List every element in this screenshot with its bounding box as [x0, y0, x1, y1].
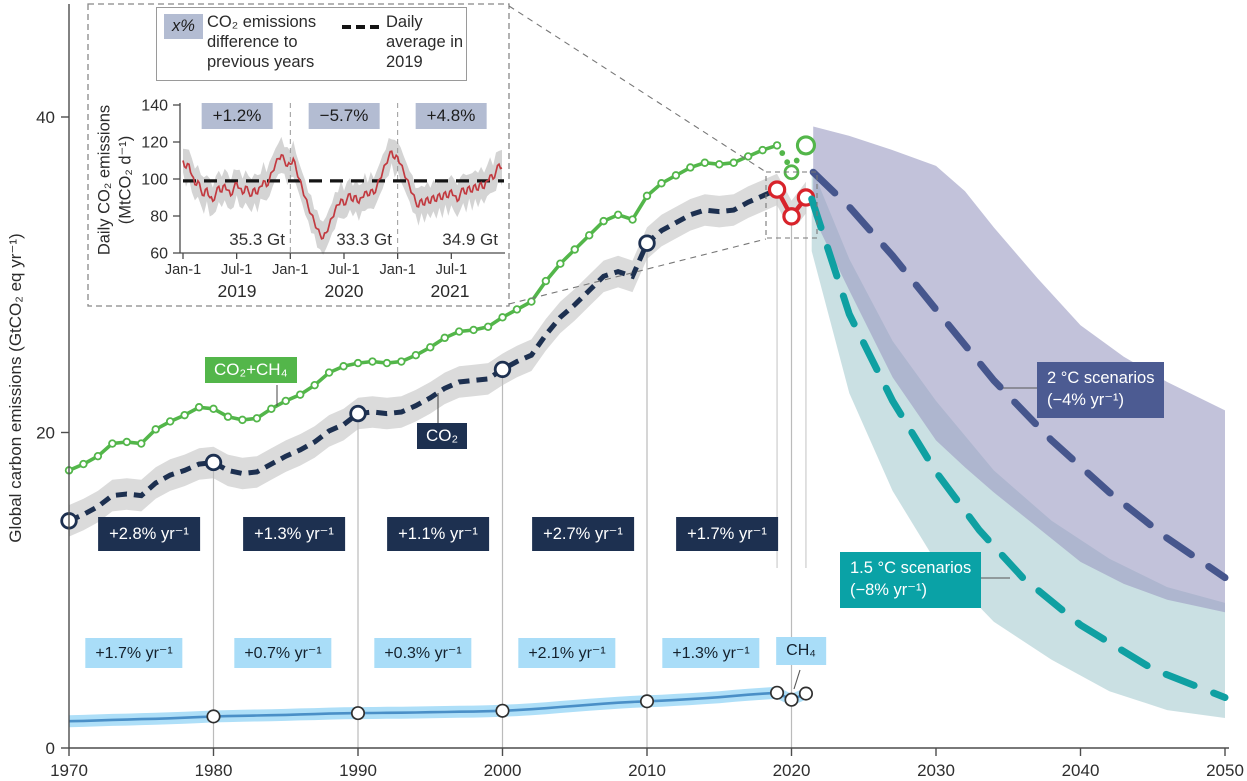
co2-ch4-proj-2021	[795, 135, 817, 156]
ch4-series-label: CH₄	[776, 637, 826, 665]
ch4-uncertainty-band	[69, 686, 806, 728]
co2-growth-2010s: +1.7% yr⁻¹	[676, 517, 778, 551]
ch4-marker-2010	[639, 694, 655, 709]
scenario-15c-line	[808, 195, 1229, 701]
inset-pct-2021: +4.8%	[415, 103, 487, 129]
co2-marker-2019	[767, 180, 787, 199]
pct-diff-chip-icon: x%	[164, 14, 203, 39]
co2-ch4-series-label: CO₂+CH₄	[205, 357, 297, 383]
legend-avg-text: Daily average in 2019	[386, 13, 464, 71]
inset-total-2019: 35.3 Gt	[229, 230, 285, 249]
co2-ch4-projected	[779, 135, 817, 181]
scenario-15c-label-line1: 1.5 °C scenarios	[850, 559, 972, 577]
co2-marker-1980	[204, 453, 223, 472]
svg-text:100: 100	[141, 172, 168, 189]
inset-y-axis-label-line1: Daily CO₂ emissions	[95, 104, 114, 256]
inset-pct-2020: −5.7%	[308, 103, 380, 129]
ch4-growth-1970s: +1.7% yr⁻¹	[85, 638, 183, 668]
svg-text:Jan-1: Jan-1	[272, 262, 308, 278]
co2-marker-2010	[638, 234, 656, 252]
scenario-2c-line	[809, 168, 1229, 582]
ch4-growth-1980s: +0.7% yr⁻¹	[234, 638, 332, 668]
ch4-growth-2010s: +1.3% yr⁻¹	[662, 638, 760, 668]
scenario-2c-label: 2 °C scenarios (−4% yr⁻¹)	[1037, 362, 1165, 418]
co2-series-label: CO₂	[417, 423, 468, 449]
co2-ch4-line	[64, 141, 782, 475]
ch4-marker-1990	[350, 706, 366, 721]
scenario-2c-band	[813, 126, 1225, 613]
zoom-source-rect	[765, 171, 818, 239]
inset-daily-co2: 60 80 100 120 140 Jan-1 Jul-1 Jan-1 Jul-1 Jan-1 Ju…	[87, 3, 818, 307]
svg-text:2020: 2020	[773, 761, 811, 780]
inset-dashed-border	[87, 3, 510, 307]
inset-pct-2019: +1.2%	[201, 103, 273, 129]
ch4-marker-2021	[798, 686, 813, 701]
dashed-line-icon	[342, 25, 380, 29]
inset-year-2019: 2019	[217, 281, 257, 301]
co2-growth-2000s: +2.7% yr⁻¹	[532, 517, 634, 551]
inset-y-axis-label: Daily CO₂ emissions (MtCO₂ d⁻¹)	[95, 105, 138, 255]
co2-marker-1990	[349, 404, 367, 423]
svg-text:2040: 2040	[1062, 761, 1100, 780]
main-axes: 1970 1980 1990 2000 2010 2020 2030 2040 20500204…	[36, 4, 1244, 780]
svg-text:140: 140	[141, 98, 168, 115]
svg-text:1990: 1990	[339, 761, 377, 780]
co2-growth-1970s: +2.8% yr⁻¹	[98, 517, 200, 551]
svg-text:Jan-1: Jan-1	[165, 262, 201, 278]
svg-text:2050: 2050	[1206, 761, 1244, 780]
svg-text:Jul-1: Jul-1	[436, 262, 467, 278]
svg-text:1980: 1980	[195, 761, 233, 780]
inset-total-2021: 34.9 Gt	[442, 230, 498, 249]
svg-text:20: 20	[36, 424, 55, 443]
svg-text:0: 0	[46, 739, 55, 758]
co2-growth-1990s: +1.1% yr⁻¹	[387, 517, 489, 551]
ch4-marker-2000	[495, 703, 510, 718]
ch4-marker-2019	[769, 685, 785, 700]
co2-marker-2020	[782, 207, 801, 226]
scenario-2c-label-line1: 2 °C scenarios	[1047, 369, 1155, 387]
co2-growth-1980s: +1.3% yr⁻¹	[243, 517, 345, 551]
scenario-2c-label-line2: (−4% yr⁻¹)	[1047, 390, 1125, 409]
co2-line	[60, 187, 779, 530]
co2-covid-dip-line	[767, 180, 816, 226]
svg-text:Jul-1: Jul-1	[221, 262, 252, 278]
svg-text:2030: 2030	[917, 761, 955, 780]
legend-box: x% CO₂ emissions difference to previous …	[156, 7, 467, 81]
inset-total-2020: 33.3 Gt	[336, 230, 392, 249]
svg-text:80: 80	[150, 209, 168, 226]
scenario-15c-label: 1.5 °C scenarios (−8% yr⁻¹)	[840, 552, 982, 608]
co2-marker-2000	[493, 360, 512, 379]
inset-year-2021: 2021	[430, 281, 470, 301]
ch4-line	[68, 685, 813, 724]
svg-text:Jul-1: Jul-1	[328, 262, 359, 278]
svg-text:60: 60	[150, 246, 168, 263]
ch4-marker-2020	[784, 692, 799, 707]
inset-year-2020: 2020	[324, 281, 364, 301]
svg-text:1970: 1970	[50, 761, 88, 780]
svg-text:2000: 2000	[484, 761, 522, 780]
main-y-axis-label: Global carbon emissions (GtCO₂ eq yr⁻¹)	[6, 233, 25, 543]
ch4-marker-1980	[206, 709, 221, 724]
ch4-growth-2000s: +2.1% yr⁻¹	[518, 638, 616, 668]
svg-text:Jan-1: Jan-1	[380, 262, 416, 278]
inset-y-axis-label-line2: (MtCO₂ d⁻¹)	[117, 135, 135, 225]
scenario-15c-label-line2: (−8% yr⁻¹)	[850, 580, 928, 599]
svg-text:2010: 2010	[628, 761, 666, 780]
legend-diff-text: CO₂ emissions difference to previous yea…	[207, 13, 317, 71]
ch4-growth-1990s: +0.3% yr⁻¹	[374, 638, 472, 668]
svg-text:40: 40	[36, 108, 55, 127]
svg-text:120: 120	[141, 135, 168, 152]
